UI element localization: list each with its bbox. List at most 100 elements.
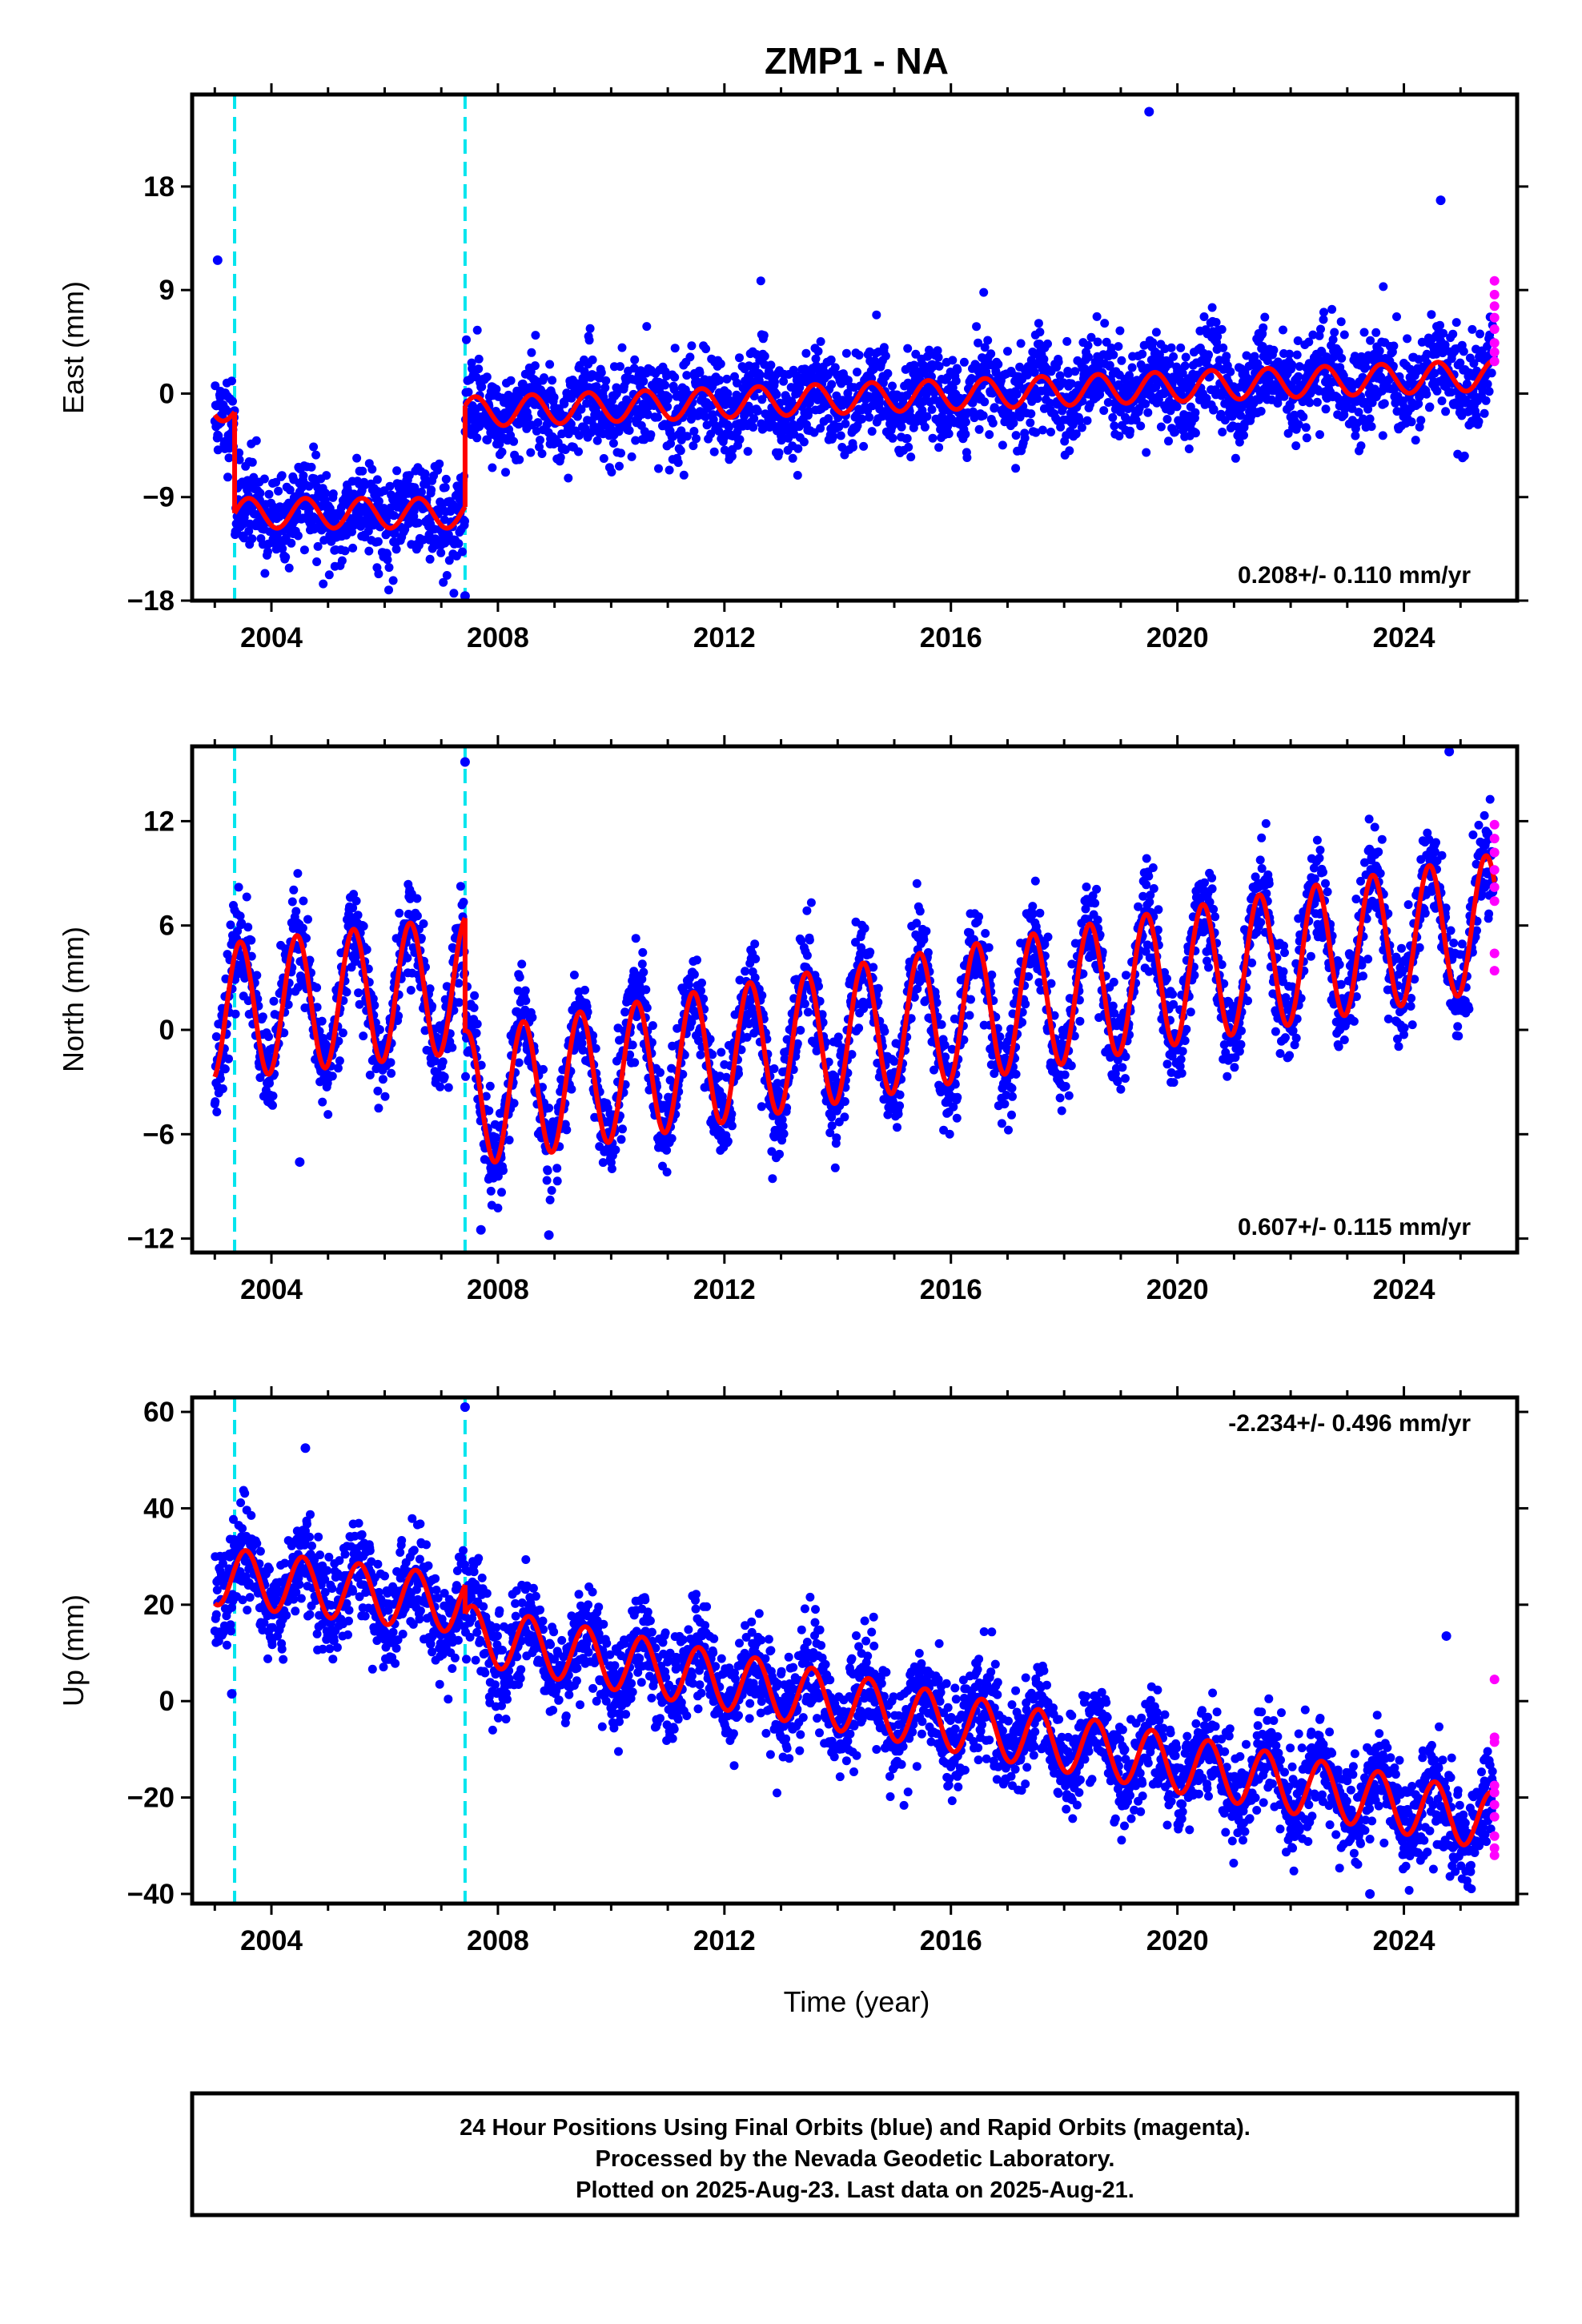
east-point <box>616 448 625 458</box>
east-point <box>918 396 928 406</box>
east-point <box>962 453 972 462</box>
east-point <box>897 422 906 432</box>
east-point <box>859 441 869 451</box>
east-point <box>592 382 601 392</box>
east-rapid-orbit-point <box>1489 312 1500 323</box>
east-x-tick-label: 2004 <box>240 622 303 653</box>
east-x-tick-label: 2024 <box>1373 622 1435 653</box>
east-point <box>1039 355 1049 364</box>
east-point <box>564 473 573 483</box>
east-point <box>1033 394 1042 404</box>
east-point <box>865 412 874 422</box>
north-point <box>289 885 299 895</box>
east-point <box>948 383 958 392</box>
east-point <box>749 423 758 432</box>
east-point <box>1481 396 1491 405</box>
east-point <box>760 360 769 369</box>
east-point <box>285 485 295 495</box>
east-point <box>692 434 701 444</box>
east-point <box>1142 448 1151 457</box>
east-point <box>617 343 627 352</box>
east-point <box>390 529 400 538</box>
east-point <box>260 569 270 578</box>
east-point <box>384 563 394 573</box>
north-point <box>696 1050 705 1059</box>
east-point <box>506 376 516 385</box>
east-point <box>1302 433 1311 443</box>
east-point <box>274 486 283 496</box>
east-point <box>988 418 998 428</box>
east-point <box>793 471 802 480</box>
east-point <box>1156 422 1166 432</box>
east-point <box>961 429 970 439</box>
north-point <box>237 919 247 928</box>
east-point <box>1375 346 1384 356</box>
north-point <box>648 1021 657 1031</box>
north-point <box>412 894 422 903</box>
east-point <box>772 390 781 400</box>
east-point <box>526 448 536 457</box>
north-point <box>642 1003 652 1012</box>
east-point <box>1339 371 1348 380</box>
east-point <box>537 449 547 458</box>
east-y-tick-label: −18 <box>127 585 175 617</box>
east-point <box>670 344 680 353</box>
east-point <box>1178 368 1187 378</box>
north-point <box>299 896 308 906</box>
east-point <box>1448 329 1458 339</box>
north-point <box>224 1054 233 1063</box>
east-point <box>1378 431 1387 440</box>
east-point <box>1082 416 1092 425</box>
north-point <box>618 1124 627 1134</box>
east-point <box>630 355 640 364</box>
east-point <box>1180 361 1190 371</box>
north-point <box>616 1135 626 1144</box>
north-point <box>298 923 307 933</box>
east-point <box>664 392 673 402</box>
north-point <box>611 1145 620 1155</box>
north-point <box>212 1108 222 1116</box>
east-point <box>1361 362 1371 372</box>
east-point <box>841 419 850 428</box>
east-point <box>1202 393 1211 403</box>
north-point <box>543 1166 552 1176</box>
east-point <box>1411 436 1420 445</box>
east-point <box>1143 408 1153 417</box>
east-point <box>1347 404 1357 413</box>
east-point <box>352 453 362 463</box>
east-point <box>1035 328 1045 337</box>
north-point <box>637 959 647 969</box>
north-point <box>569 971 579 979</box>
north-point <box>472 1019 482 1029</box>
east-point <box>1294 372 1303 381</box>
east-point <box>733 427 742 436</box>
east-point <box>1127 363 1137 372</box>
east-point <box>497 447 507 456</box>
east-rapid-orbit-point <box>1489 301 1500 312</box>
east-point <box>247 534 257 544</box>
east-point <box>829 432 838 441</box>
east-point <box>355 515 365 525</box>
north-point <box>693 955 701 965</box>
north-point <box>521 996 531 1005</box>
east-point <box>682 371 692 380</box>
east-point <box>813 347 823 356</box>
east-point <box>663 402 673 412</box>
north-point <box>226 920 235 930</box>
east-point <box>441 474 451 484</box>
east-point <box>1315 331 1324 340</box>
east-point <box>1258 342 1267 351</box>
east-point <box>224 453 234 463</box>
east-point <box>753 406 762 416</box>
north-point <box>493 1204 503 1212</box>
east-point <box>1172 402 1182 412</box>
east-point <box>372 475 382 485</box>
north-point <box>438 1057 448 1067</box>
east-point <box>1204 350 1213 360</box>
east-point <box>709 415 718 424</box>
east-point <box>1102 337 1111 347</box>
east-point <box>509 436 519 446</box>
east-point <box>321 489 331 498</box>
north-point <box>268 1100 277 1110</box>
